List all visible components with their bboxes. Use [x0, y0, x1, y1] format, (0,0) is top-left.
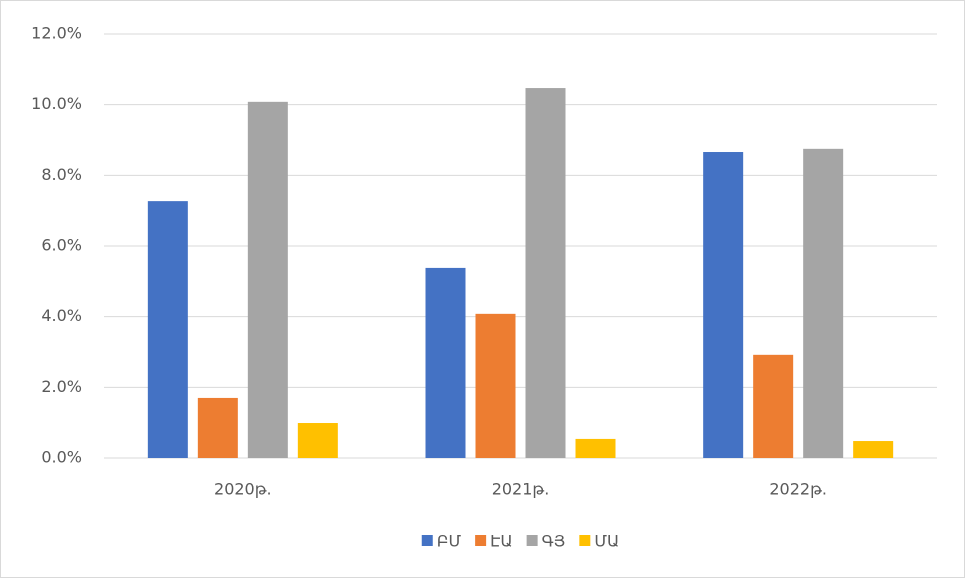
legend-swatch — [526, 535, 538, 546]
legend-swatch — [421, 535, 433, 546]
x-tick-label: 2021թ. — [492, 480, 550, 499]
bar — [475, 313, 516, 458]
bar — [853, 441, 894, 458]
y-tick-label: 6.0% — [41, 236, 82, 255]
bar — [703, 152, 744, 458]
bar — [147, 201, 188, 459]
x-tick-label: 2020թ. — [214, 480, 272, 499]
x-tick-label: 2022թ. — [769, 480, 827, 499]
bar — [525, 88, 566, 458]
bar — [425, 267, 466, 458]
y-tick-label: 10.0% — [31, 94, 82, 113]
legend-label: ԷԱ — [490, 532, 513, 551]
bar — [197, 397, 238, 458]
y-tick-label: 2.0% — [41, 377, 82, 396]
bar — [575, 438, 616, 458]
y-tick-label: 4.0% — [41, 306, 82, 325]
bar — [297, 423, 338, 458]
legend-label: ԲՄ — [437, 532, 462, 551]
y-tick-label: 12.0% — [31, 24, 82, 43]
y-tick-label: 8.0% — [41, 165, 82, 184]
legend-swatch — [579, 535, 591, 546]
bar — [247, 101, 288, 458]
bar — [753, 354, 794, 458]
legend-swatch — [475, 535, 487, 546]
legend-label: ԳՅ — [542, 532, 566, 551]
bar — [803, 148, 844, 459]
y-tick-label: 0.0% — [41, 448, 82, 467]
legend-label: ՄԱ — [594, 532, 619, 551]
